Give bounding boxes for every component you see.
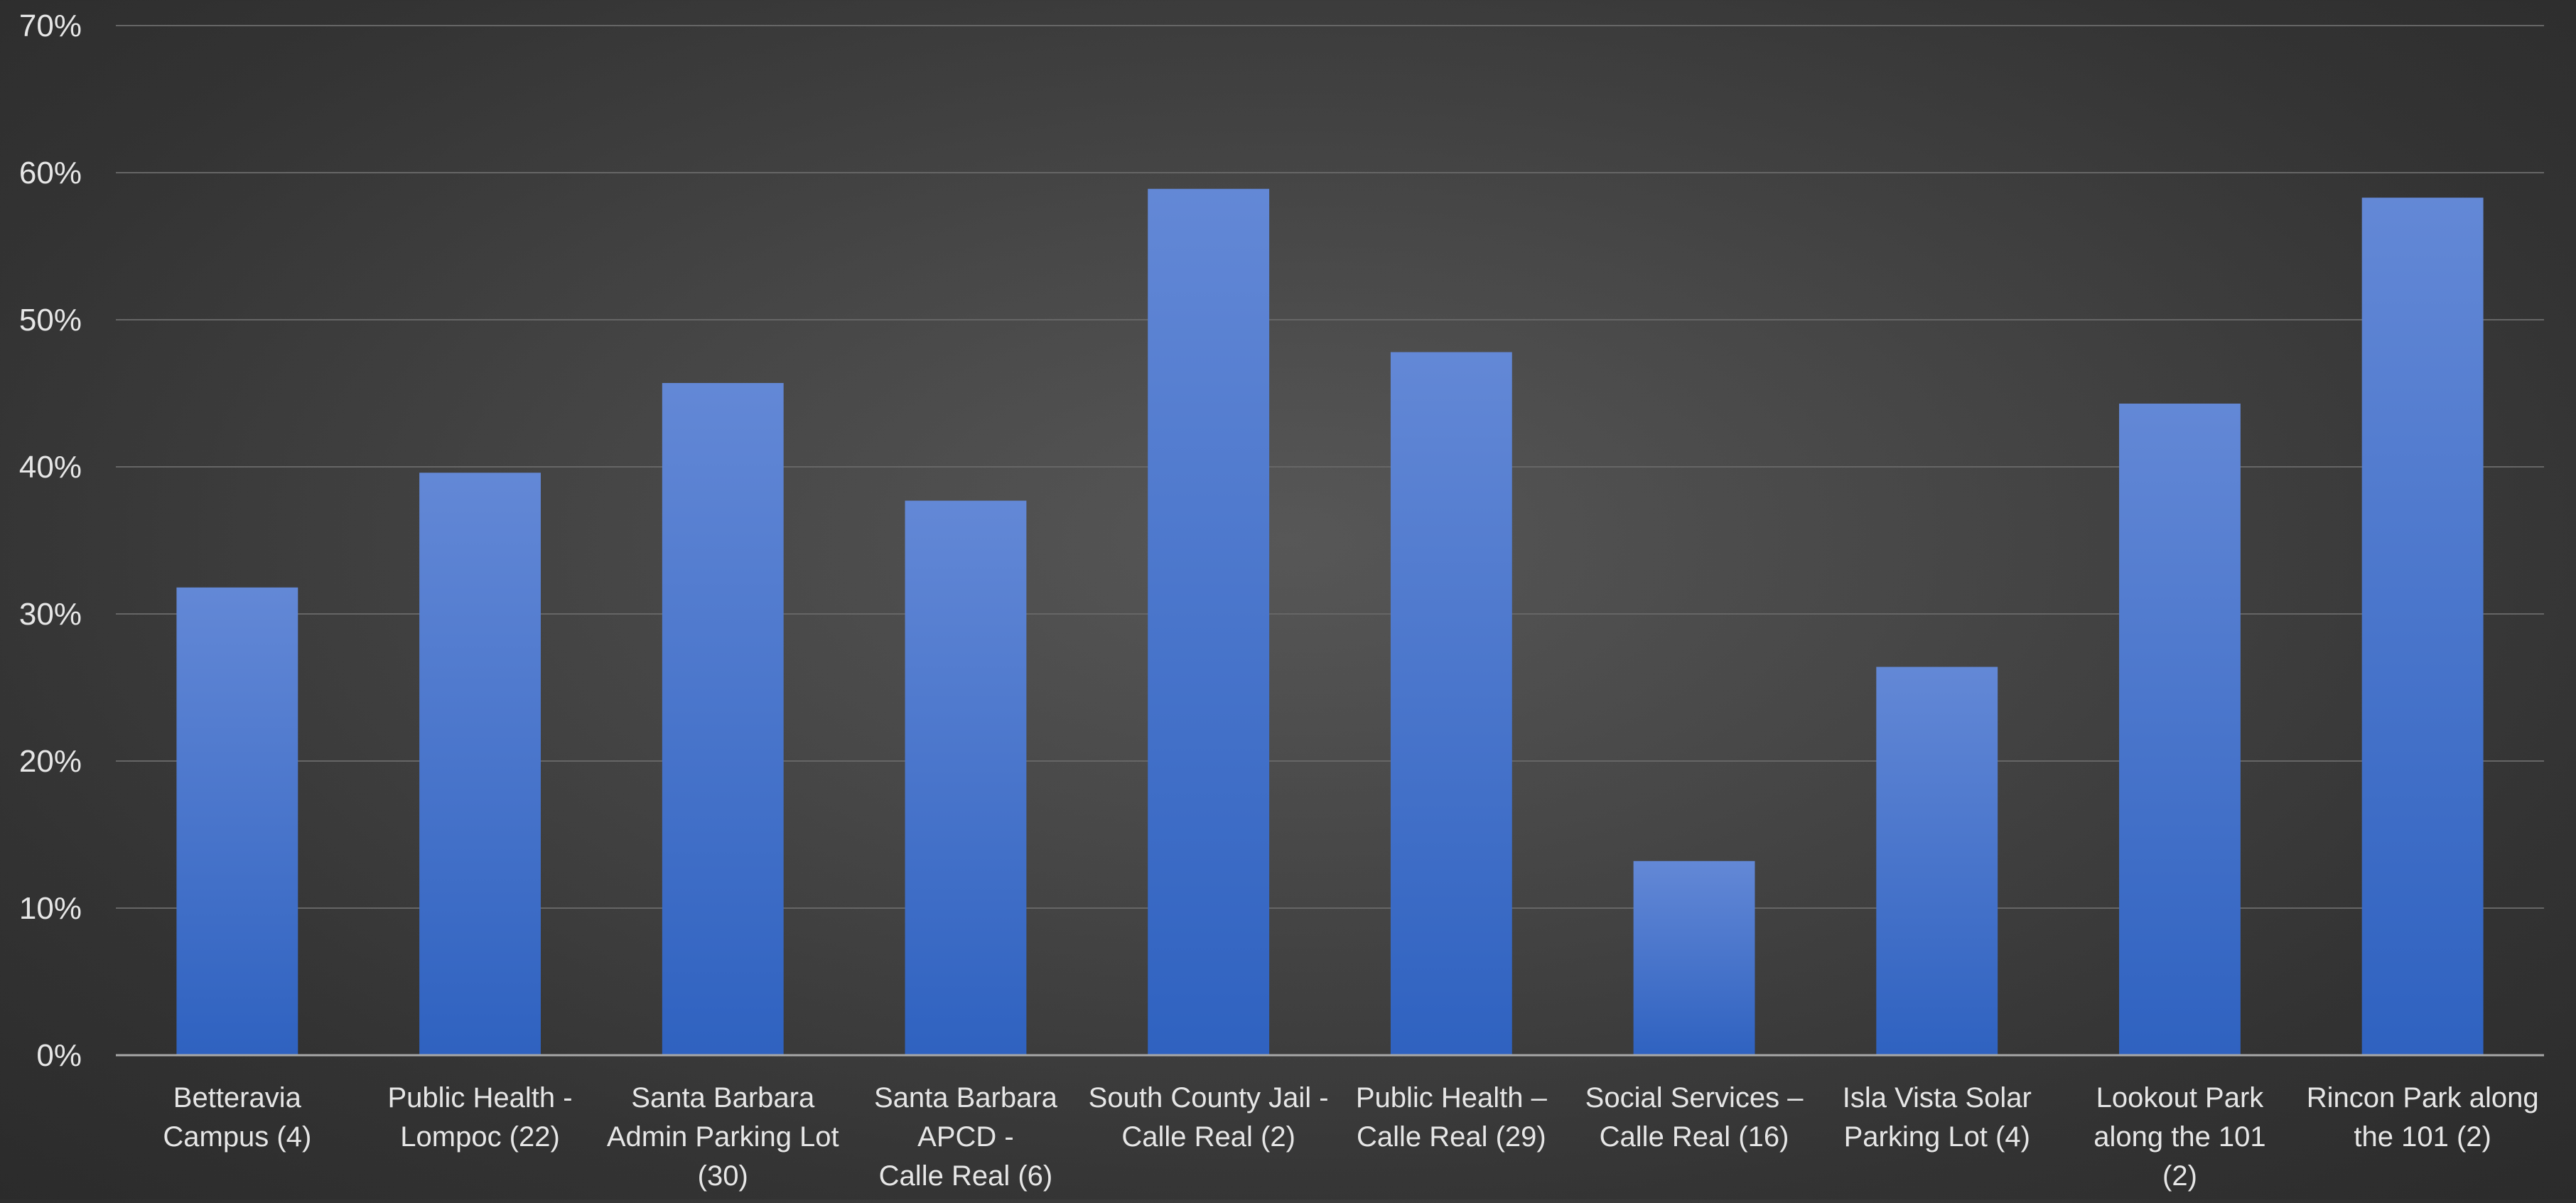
y-tick-label: 0%	[36, 1038, 82, 1073]
x-category-label: Santa Barbara Admin Parking Lot (30)	[607, 1082, 839, 1192]
x-category-label-line: (2)	[2162, 1160, 2197, 1192]
bars	[176, 188, 2484, 1056]
x-category-label-line: Santa Barbara	[631, 1082, 815, 1113]
y-tick-label: 50%	[19, 303, 82, 338]
x-category-label: Social Services – Calle Real (16)	[1585, 1082, 1804, 1153]
bar	[176, 587, 298, 1055]
x-category-label-line: Isla Vista Solar	[1843, 1082, 2032, 1113]
x-category-label-line: Campus (4)	[163, 1121, 311, 1153]
y-tick-label: 30%	[19, 597, 82, 632]
y-tick-label: 10%	[19, 891, 82, 926]
bar	[1148, 188, 1270, 1055]
x-category-label-line: APCD -	[917, 1121, 1014, 1153]
bar	[2361, 198, 2484, 1056]
x-category-label-line: Social Services –	[1585, 1082, 1804, 1113]
bar	[1876, 667, 1998, 1055]
bar	[1633, 861, 1755, 1055]
x-category-label-line: Lompoc (22)	[400, 1121, 560, 1153]
x-category-label-line: Rincon Park along	[2307, 1082, 2539, 1113]
x-category-label: South County Jail - Calle Real (2)	[1089, 1082, 1329, 1153]
x-category-label-line: (30)	[698, 1160, 748, 1192]
x-category-label: Isla Vista Solar Parking Lot (4)	[1843, 1082, 2032, 1153]
x-category-label-line: Santa Barbara	[874, 1082, 1058, 1113]
x-category-label-line: Calle Real (29)	[1357, 1121, 1546, 1153]
x-category-label-line: Public Health –	[1356, 1082, 1548, 1113]
x-category-label: Betteravia Campus (4)	[163, 1082, 311, 1153]
x-category-label-line: Betteravia	[173, 1082, 302, 1113]
x-category-label: Lookout Park along the 101 (2)	[2093, 1082, 2265, 1192]
y-axis-tick-labels: 0% 10% 20% 30% 40% 50% 60% 70%	[19, 9, 82, 1073]
x-category-label-line: Public Health -	[387, 1082, 572, 1113]
x-category-label-line: Calle Real (2)	[1121, 1121, 1295, 1153]
bar	[1390, 352, 1512, 1055]
y-tick-label: 70%	[19, 9, 82, 43]
x-category-label-line: South County Jail -	[1089, 1082, 1329, 1113]
x-category-label-line: Calle Real (6)	[879, 1160, 1053, 1192]
x-category-label: Public Health - Lompoc (22)	[387, 1082, 572, 1153]
x-category-label-line: Admin Parking Lot	[607, 1121, 839, 1153]
x-axis-category-labels: Betteravia Campus (4) Public Health - Lompo…	[163, 1082, 2538, 1192]
y-tick-label: 20%	[19, 744, 82, 779]
x-category-label: Rincon Park along the 101 (2)	[2307, 1082, 2539, 1153]
y-tick-label: 40%	[19, 450, 82, 485]
bar	[2119, 403, 2241, 1055]
x-category-label-line: Parking Lot (4)	[1844, 1121, 2030, 1153]
x-category-label-line: Lookout Park	[2096, 1082, 2265, 1113]
x-category-label: Santa Barbara APCD - Calle Real (6)	[874, 1082, 1058, 1192]
bar	[419, 473, 541, 1055]
x-category-label-line: Calle Real (16)	[1600, 1121, 1789, 1153]
x-category-label: Public Health – Calle Real (29)	[1356, 1082, 1548, 1153]
x-category-label-line: the 101 (2)	[2354, 1121, 2491, 1153]
x-category-label-line: along the 101	[2093, 1121, 2265, 1153]
y-tick-label: 60%	[19, 156, 82, 190]
bar	[905, 500, 1027, 1055]
bar	[662, 383, 784, 1055]
